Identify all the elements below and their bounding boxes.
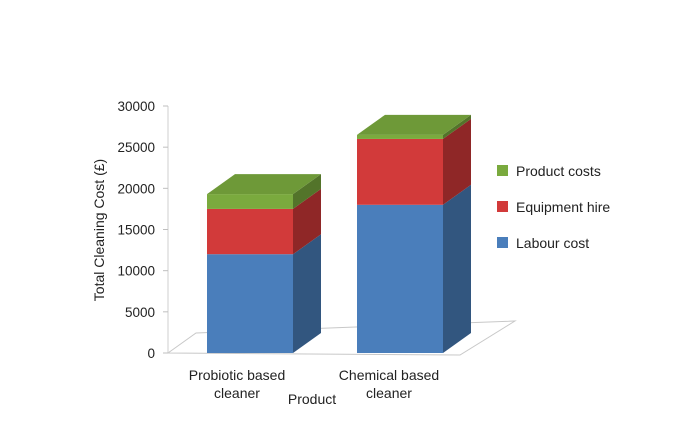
bar-side	[293, 188, 321, 255]
bar-side	[293, 234, 321, 353]
bar-front	[357, 138, 443, 205]
bar-segment	[357, 114, 471, 139]
bar-segment	[357, 118, 471, 205]
y-tick-label: 5000	[125, 305, 155, 320]
legend-item: Product costs	[497, 163, 601, 179]
x-category-label: Probiotic based cleaner	[189, 367, 286, 401]
bar-side	[443, 118, 471, 205]
bar-stack	[207, 174, 321, 353]
legend-item: Labour cost	[497, 235, 589, 251]
bar-front	[207, 254, 293, 353]
legend-label: Labour cost	[516, 235, 589, 251]
bar-top	[207, 174, 321, 195]
legend-label: Equipment hire	[516, 199, 610, 215]
x-axis-title: Product	[288, 391, 336, 407]
bar-segment	[357, 184, 471, 353]
bar-front	[207, 194, 293, 209]
bars	[207, 114, 471, 353]
y-tick-label: 20000	[117, 181, 155, 196]
y-axis-title: Total Cleaning Cost (£)	[91, 159, 107, 301]
bar-top	[357, 114, 471, 135]
y-tick-label: 10000	[117, 264, 155, 279]
y-tick-label: 25000	[117, 140, 155, 155]
bar-segment	[207, 174, 321, 209]
y-tick-label: 30000	[117, 99, 155, 114]
bar-front	[357, 204, 443, 353]
bar-side	[443, 184, 471, 353]
legend: Product costs Equipment hire Labour cost	[497, 163, 610, 251]
y-tick-label: 0	[147, 346, 155, 361]
x-category-label: Chemical based cleaner	[339, 367, 439, 401]
bar-side	[443, 114, 471, 139]
bar-segment	[207, 234, 321, 353]
y-tick-label: 15000	[117, 223, 155, 238]
x-axis-categories: Probiotic based cleaner Chemical based clea…	[189, 367, 439, 401]
legend-item: Equipment hire	[497, 199, 610, 215]
legend-label: Product costs	[516, 163, 601, 179]
legend-swatch	[497, 201, 508, 212]
legend-swatch	[497, 165, 508, 176]
bar-segment	[207, 188, 321, 255]
bar-stack	[357, 114, 471, 353]
bar-front	[207, 208, 293, 255]
y-axis: 0 5000 10000 15000 20000 25000 30000	[117, 99, 169, 361]
legend-swatch	[497, 237, 508, 248]
bar-side	[293, 174, 321, 209]
bar-front	[357, 134, 443, 139]
